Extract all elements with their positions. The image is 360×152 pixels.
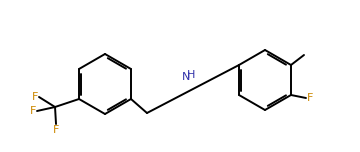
Text: F: F: [307, 93, 313, 103]
Text: F: F: [53, 125, 59, 135]
Text: H: H: [187, 70, 195, 80]
Text: F: F: [30, 106, 36, 116]
Text: F: F: [32, 92, 38, 102]
Text: N: N: [182, 72, 190, 82]
